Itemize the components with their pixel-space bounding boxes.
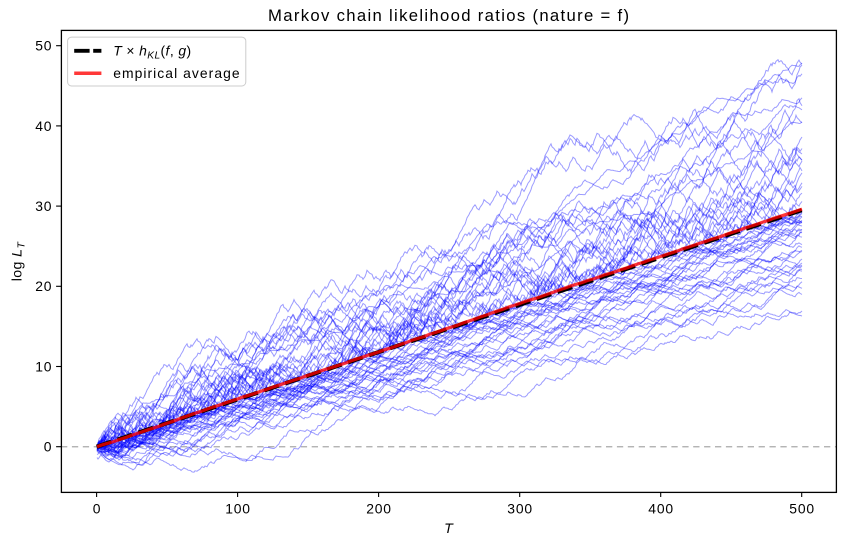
svg-text:400: 400 (648, 500, 674, 516)
svg-text:200: 200 (366, 500, 392, 516)
svg-text:40: 40 (35, 118, 52, 134)
svg-text:log LT: log LT (10, 241, 28, 282)
svg-text:T × hKL(f, g): T × hKL(f, g) (113, 43, 191, 62)
svg-text:0: 0 (44, 439, 53, 455)
svg-text:300: 300 (507, 500, 533, 516)
svg-text:T: T (444, 521, 454, 537)
svg-text:20: 20 (35, 278, 52, 294)
svg-text:50: 50 (35, 38, 52, 54)
svg-text:Markov chain likelihood ratios: Markov chain likelihood ratios (nature =… (268, 6, 630, 25)
svg-text:0: 0 (93, 500, 102, 516)
svg-text:30: 30 (35, 198, 52, 214)
svg-text:10: 10 (35, 358, 52, 374)
svg-text:100: 100 (225, 500, 251, 516)
svg-text:500: 500 (789, 500, 815, 516)
svg-text:empirical average: empirical average (113, 65, 240, 81)
